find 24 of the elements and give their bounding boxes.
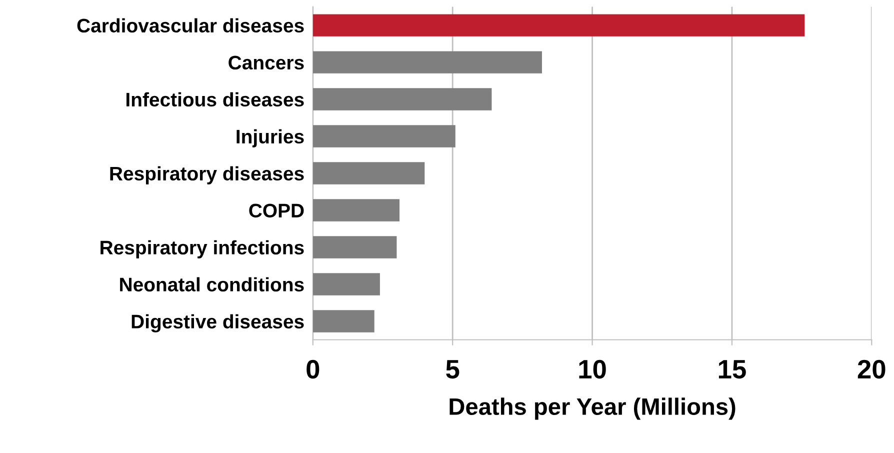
bar (312, 273, 380, 296)
y-tick-label: Respiratory diseases (110, 166, 304, 184)
y-tick-label: COPD (249, 204, 304, 218)
x-tick-label: 15 (718, 360, 746, 379)
bar (312, 162, 425, 184)
x-tick-label: 20 (858, 360, 886, 379)
bar (312, 88, 492, 110)
x-tick-label: 0 (306, 360, 320, 379)
y-tick-label: Digestive diseases (132, 314, 304, 332)
bar (312, 125, 456, 148)
bar (312, 310, 374, 332)
y-tick-label: Cancers (228, 56, 304, 70)
bar (312, 51, 542, 74)
x-tick-label: 5 (446, 360, 460, 379)
x-axis-title: Deaths per Year (Millions) (450, 398, 736, 420)
x-tick-label: 10 (579, 360, 606, 379)
bar (312, 14, 805, 36)
bar (312, 236, 397, 258)
y-tick-label: Infectious diseases (126, 92, 304, 107)
y-tick-label: Cardiovascular diseases (77, 18, 304, 33)
y-tick-label: Injuries (236, 129, 304, 148)
y-tick-label: Respiratory infections (100, 240, 304, 258)
y-tick-label: Neonatal conditions (120, 277, 304, 292)
bar (312, 199, 400, 222)
